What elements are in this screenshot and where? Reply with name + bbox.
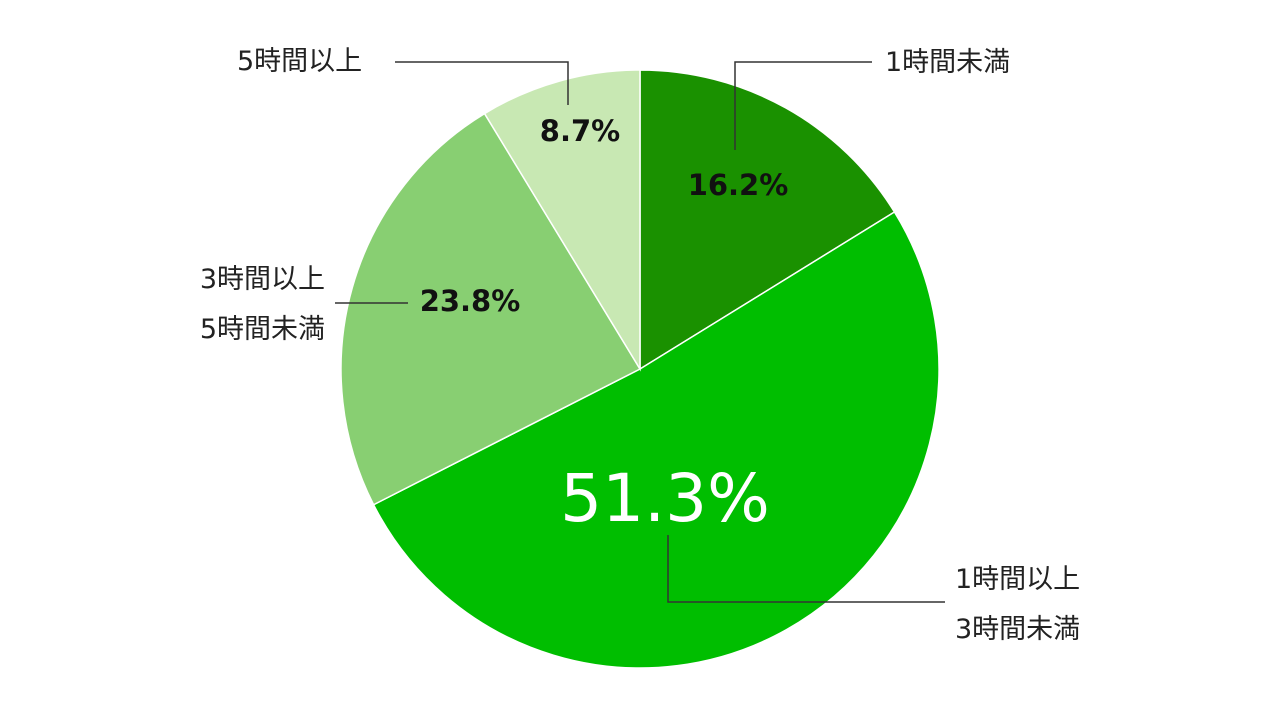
pie-slice: [483, 69, 641, 372]
leader-line: [395, 61, 569, 105]
pie-slice: [340, 112, 642, 506]
category-label: 5時間以上: [237, 46, 363, 77]
category-label: 3時間以上 5時間未満: [199, 264, 325, 345]
category-label: 1時間以上 3時間未満: [955, 564, 1081, 645]
value-label: 8.7%: [540, 114, 620, 148]
value-label: 51.3%: [560, 460, 770, 537]
category-label: 1時間未満: [885, 47, 1011, 78]
value-label: 23.8%: [420, 284, 521, 318]
slices: [340, 69, 940, 669]
pie-slice: [639, 69, 896, 371]
pie-slice: [372, 210, 940, 669]
value-label: 16.2%: [688, 168, 789, 202]
leader-line: [667, 535, 945, 603]
leader-line: [734, 61, 872, 150]
